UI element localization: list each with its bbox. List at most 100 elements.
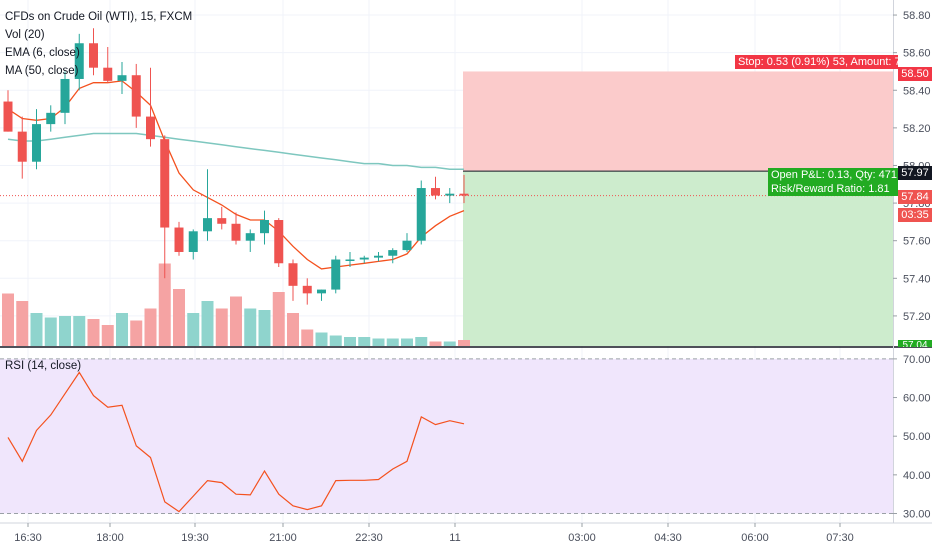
candle [317, 289, 326, 301]
candle [445, 188, 455, 204]
candle-body [89, 43, 98, 68]
rsi-tick-label: 30.00 [903, 508, 931, 520]
time-tick-label: 18:00 [96, 532, 124, 544]
candle [431, 176, 440, 200]
candle [131, 63, 141, 128]
candle-body [245, 233, 255, 241]
candle-body [317, 289, 326, 294]
candle [32, 109, 41, 170]
open-pnl-label[interactable]: Open P&L: 0.13, Qty: 471 [768, 168, 898, 182]
volume-bar [344, 337, 356, 346]
legend-ma[interactable]: MA (50, close) [5, 65, 79, 77]
candle [388, 248, 398, 264]
volume-bar [415, 337, 428, 346]
candle [188, 229, 198, 260]
candle [217, 206, 227, 230]
price-tick-label: 58.60 [903, 48, 931, 60]
stop-loss-label[interactable]: Stop: 0.53 (0.91%) 53, Amount: 7 [735, 55, 898, 69]
candle-body [331, 259, 341, 290]
candle [331, 255, 341, 294]
volume-bar [130, 320, 143, 346]
candle [245, 229, 255, 252]
rsi-line [7, 371, 465, 513]
candle-body [117, 75, 127, 81]
rsi-tick-label: 40.00 [903, 470, 931, 482]
candle-body [402, 240, 412, 251]
candle [17, 116, 27, 179]
rsi-tick-label: 70.00 [903, 354, 931, 366]
candle [74, 33, 84, 91]
candle [146, 67, 155, 147]
price-tick-label: 58.80 [903, 10, 931, 22]
risk-reward-label[interactable]: Risk/Reward Ratio: 1.81 [768, 182, 898, 196]
time-tick-label: 07:30 [826, 532, 854, 544]
price-tick-label: 58.20 [903, 123, 931, 135]
volume-bar [386, 338, 399, 346]
candle-body [359, 257, 369, 260]
candle-body [188, 231, 198, 252]
rsi-tick-label: 60.00 [903, 393, 931, 405]
time-tick-label: 16:30 [14, 532, 42, 544]
candle [459, 174, 469, 204]
candle-body [260, 220, 269, 234]
volume-bar [73, 316, 86, 346]
take-profit-zone [463, 171, 893, 346]
time-tick-label: 19:30 [181, 532, 209, 544]
volume-bar [158, 263, 171, 346]
candle [374, 251, 383, 262]
stop-price-tag: 58.50 [898, 67, 932, 81]
volume-bar [287, 313, 299, 346]
volume-bar [201, 301, 214, 346]
rsi-tick-label: 50.00 [903, 431, 931, 443]
candle-body [217, 218, 227, 224]
candle-body [388, 250, 398, 256]
candle-body [74, 43, 84, 79]
candle [160, 135, 170, 279]
symbol-title: CFDs on Crude Oil (WTI), 15, FXCM [5, 11, 193, 23]
candle [46, 105, 56, 132]
candle-body [459, 193, 469, 196]
volume-bar [2, 293, 14, 346]
candle-body [274, 220, 284, 264]
volume-bar [59, 316, 71, 346]
candle [3, 90, 13, 132]
candle [302, 278, 312, 305]
candle-body [160, 139, 170, 228]
entry-price-tag: 57.97 [898, 166, 932, 180]
volume-bar [329, 335, 342, 346]
rsi-band [0, 358, 893, 514]
candle-body [431, 188, 440, 196]
volume-bar [87, 319, 100, 346]
candle-body [32, 124, 41, 162]
volume-bar [116, 313, 128, 346]
volume-bar [101, 325, 114, 346]
legend-rsi[interactable]: RSI (14, close) [5, 360, 82, 372]
candle-body [345, 259, 355, 261]
volume-bar [372, 338, 385, 346]
volume-bar [44, 317, 57, 346]
countdown-tag: 03:35 [898, 208, 932, 222]
volume-bar [30, 313, 43, 346]
candle-body [416, 188, 426, 241]
volume-bar [443, 341, 456, 346]
price-tick-label: 58.40 [903, 85, 931, 97]
price-tick-label: 57.60 [903, 236, 931, 248]
candle [203, 169, 212, 241]
candle [288, 259, 298, 301]
bottom-price-tag: 57.04 [898, 340, 932, 347]
stop-loss-zone [463, 71, 893, 172]
candle-body [445, 193, 455, 196]
volume-bar [244, 308, 257, 346]
volume-bar [301, 329, 314, 346]
candle-body [103, 67, 113, 81]
price-tick-label: 57.20 [903, 311, 931, 323]
candle-body [131, 75, 141, 117]
candle [274, 218, 284, 268]
time-tick-label: 03:00 [568, 532, 596, 544]
legend-ema[interactable]: EMA (6, close) [5, 47, 80, 59]
candle [60, 71, 70, 125]
legend-volume[interactable]: Vol (20) [5, 29, 45, 41]
volume-bar [16, 301, 29, 346]
last-price-tag: 57.84 [898, 190, 932, 204]
